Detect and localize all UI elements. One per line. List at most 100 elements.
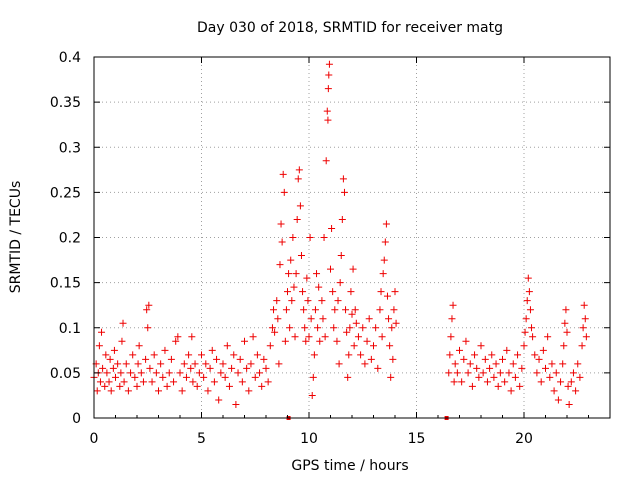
data-point (306, 234, 314, 241)
data-point (296, 202, 304, 210)
data-point (466, 360, 474, 368)
data-point (579, 324, 587, 332)
data-point (365, 315, 373, 323)
data-point (117, 369, 125, 377)
data-point (258, 382, 266, 390)
data-point (109, 364, 117, 372)
data-point (165, 369, 173, 377)
data-point (446, 351, 454, 359)
data-point (525, 288, 533, 296)
data-point (193, 382, 201, 390)
data-point (305, 333, 313, 341)
data-point (281, 337, 289, 345)
data-point (342, 306, 350, 314)
data-point (330, 324, 338, 332)
data-point (127, 369, 135, 377)
data-point (310, 351, 318, 359)
data-point (561, 319, 569, 327)
data-point (501, 378, 509, 386)
data-point (230, 351, 238, 359)
data-point (191, 360, 199, 368)
data-point (316, 337, 324, 345)
data-point (325, 60, 333, 68)
data-point (236, 355, 244, 363)
data-point (277, 220, 285, 228)
data-point (475, 373, 483, 381)
data-point (456, 346, 463, 354)
data-point (372, 324, 380, 332)
data-point (223, 342, 231, 350)
data-point (537, 378, 545, 386)
data-point (357, 351, 365, 359)
data-point (334, 297, 342, 305)
data-point (481, 355, 489, 363)
data-point (378, 333, 386, 341)
data-point (150, 351, 158, 359)
data-point (129, 351, 137, 359)
data-point (339, 175, 347, 183)
data-point (163, 382, 171, 390)
data-point (318, 297, 326, 305)
data-point (157, 360, 165, 368)
data-point (539, 346, 547, 354)
data-point (139, 378, 147, 386)
data-point (155, 387, 162, 395)
data-point (93, 387, 101, 395)
data-point (301, 324, 309, 332)
data-point (215, 396, 223, 404)
data-point (264, 378, 272, 386)
data-point (278, 238, 286, 246)
data-point (477, 342, 485, 350)
data-point (234, 369, 242, 377)
data-point (521, 328, 529, 336)
data-point (114, 360, 122, 368)
data-point (208, 346, 216, 354)
data-point (523, 297, 531, 305)
data-point (363, 337, 371, 345)
data-point (385, 315, 393, 323)
chart-title: Day 030 of 2018, SRMTID for receiver mat… (197, 20, 503, 36)
data-point (284, 288, 291, 296)
data-point (345, 351, 353, 359)
data-point (161, 346, 169, 354)
data-point (315, 283, 323, 291)
data-point (249, 333, 257, 341)
data-point (563, 328, 571, 336)
data-point (107, 387, 115, 395)
data-point (206, 364, 214, 372)
data-point (148, 378, 156, 386)
data-point (95, 342, 103, 350)
data-point (188, 333, 196, 341)
data-point (552, 369, 560, 377)
data-point (349, 265, 357, 273)
data-point (554, 396, 562, 404)
y-tick-label: 0 (72, 411, 81, 427)
data-point (243, 364, 251, 372)
data-point (582, 333, 590, 341)
data-point (213, 355, 221, 363)
data-point (471, 351, 479, 359)
data-point (581, 315, 589, 323)
data-point (262, 364, 270, 372)
data-point (460, 355, 468, 363)
y-tick-label: 0.2 (59, 231, 81, 247)
data-point (447, 333, 455, 341)
data-point (370, 342, 377, 350)
data-point (308, 391, 316, 399)
data-point (490, 373, 498, 381)
data-point (488, 351, 496, 359)
data-point (337, 252, 345, 260)
data-point (172, 337, 180, 345)
data-point (544, 333, 552, 341)
data-point (131, 373, 139, 381)
data-point (325, 71, 333, 79)
data-point (507, 387, 515, 395)
data-point (359, 324, 367, 332)
data-point (449, 301, 457, 309)
data-point (376, 306, 384, 314)
data-point (189, 378, 197, 386)
data-point (389, 355, 397, 363)
y-tick-label: 0.35 (50, 95, 81, 111)
data-point (124, 387, 132, 395)
data-point (335, 360, 343, 368)
